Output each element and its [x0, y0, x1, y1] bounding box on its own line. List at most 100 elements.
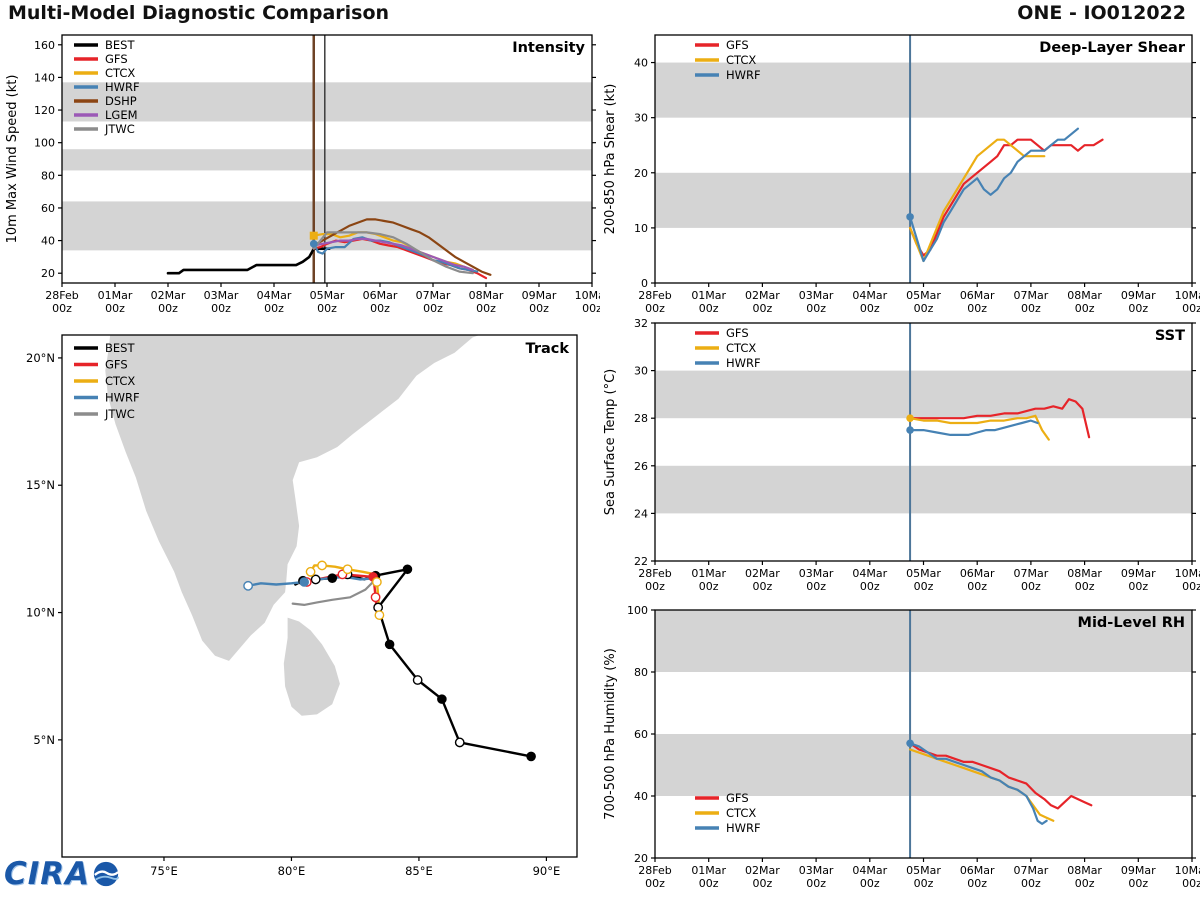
label: 00z	[1075, 302, 1095, 315]
label: 00z	[582, 302, 600, 315]
legend-label-GFS: GFS	[105, 52, 128, 66]
label: 20	[634, 852, 648, 865]
shaded-band	[655, 62, 1192, 118]
label: 00z	[1128, 877, 1148, 890]
series-LGEM	[312, 237, 474, 271]
label: 08Mar	[1067, 289, 1102, 302]
y-axis-title: 10m Max Wind Speed (kt)	[5, 75, 20, 244]
label: 06Mar	[960, 289, 995, 302]
label: 32	[634, 317, 648, 330]
label: 100	[627, 604, 648, 617]
label: 07Mar	[1014, 864, 1049, 877]
mid-level-rh-chart: 28Feb 00z 01Mar 00z 02Mar 00z 03Mar 00z 04Mar 00z…	[600, 598, 1200, 900]
legend-label-CTCX: CTCX	[726, 341, 756, 355]
label: 05Mar	[906, 289, 941, 302]
label: 00z	[211, 302, 231, 315]
track-point-open-CTCX	[371, 577, 382, 587]
series-GFS	[909, 138, 1104, 257]
marker-HWRF	[309, 240, 318, 248]
page-title: Multi-Model Diagnostic Comparison	[8, 2, 390, 24]
label: 00z	[753, 302, 773, 315]
label: 00z	[914, 580, 934, 593]
label: 85°E	[405, 864, 433, 878]
label: 04Mar	[852, 289, 887, 302]
label: 28Feb	[638, 864, 671, 877]
label: 00z	[1182, 580, 1200, 593]
series-GFS	[909, 398, 1091, 439]
track-point-open-CTCX	[342, 564, 353, 575]
series-JTWC	[312, 231, 474, 275]
track-point-filled-BEST	[402, 564, 413, 575]
label: 00z	[645, 302, 665, 315]
label: 40	[634, 57, 648, 70]
label: 00z	[699, 580, 719, 593]
track-svg: 75°E 80°E 85°E 90°E 5°N 10°N 15°N 20°N Track BEST…	[26, 334, 578, 878]
label: 28Feb	[638, 567, 671, 580]
label: 80	[634, 666, 648, 679]
label: 02Mar	[745, 864, 780, 877]
legend-label-GFS: GFS	[726, 38, 749, 52]
series-CTCX	[909, 414, 1050, 441]
legend-label-JTWC: JTWC	[104, 122, 135, 136]
legend-label-BEST: BEST	[105, 38, 135, 52]
label: 15°N	[26, 478, 55, 492]
label: 00z	[1075, 877, 1095, 890]
label: 04Mar	[852, 864, 887, 877]
label: 10°N	[26, 606, 55, 620]
label: 00z	[806, 302, 826, 315]
cira-globe-icon	[94, 861, 120, 887]
label: 40	[41, 235, 55, 248]
track-point-open-GFS	[370, 592, 381, 603]
label: 28Feb	[45, 289, 78, 302]
legend-label-CTCX: CTCX	[105, 66, 135, 80]
label: 00z	[1021, 302, 1041, 315]
label: 00z	[967, 877, 987, 890]
land-polygon	[283, 617, 340, 716]
legend-label-HWRF: HWRF	[105, 391, 140, 405]
label: 60	[41, 202, 55, 215]
label: 01Mar	[691, 289, 726, 302]
legend-label-CTCX: CTCX	[105, 374, 135, 388]
label: 22	[634, 555, 648, 568]
label: 06Mar	[960, 567, 995, 580]
shear-svg: 28Feb00z01Mar00z02Mar00z03Mar00z04Mar00z…	[603, 34, 1200, 315]
track-point-open-CTCX	[317, 560, 327, 571]
rh-svg: 28Feb00z01Mar00z02Mar00z03Mar00z04Mar00z…	[603, 604, 1200, 890]
track-point-open-BEST	[454, 737, 465, 748]
label: 00z	[1021, 877, 1041, 890]
label: 04Mar	[257, 289, 292, 302]
label: 00z	[914, 877, 934, 890]
track-point-filled-BEST	[384, 639, 395, 650]
storm-id: ONE - IO012022	[1017, 2, 1186, 24]
marker-HWRF	[906, 426, 914, 434]
label: 80°E	[278, 864, 306, 878]
label: 40	[634, 790, 648, 803]
label: 00z	[860, 580, 880, 593]
label: 20	[41, 267, 55, 280]
label: 03Mar	[799, 567, 834, 580]
label: 00z	[1128, 302, 1148, 315]
legend-label-HWRF: HWRF	[105, 80, 140, 94]
label: 00z	[753, 580, 773, 593]
label: 06Mar	[363, 289, 398, 302]
label: 02Mar	[151, 289, 186, 302]
y-axis-title: Sea Surface Temp (°C)	[603, 369, 618, 516]
label: 02Mar	[745, 289, 780, 302]
label: 00z	[1075, 580, 1095, 593]
cira-logo: CIRA	[4, 856, 120, 892]
track-point-filled-HWRF	[299, 577, 310, 587]
legend-label-GFS: GFS	[726, 791, 749, 805]
label: 00z	[645, 580, 665, 593]
track-point-filled-BEST	[526, 751, 536, 762]
label: 04Mar	[852, 567, 887, 580]
label: 5°N	[33, 733, 55, 747]
label: 03Mar	[799, 289, 834, 302]
label: 00z	[914, 302, 934, 315]
track-point-open-BEST	[412, 675, 423, 685]
y-axis-title: 200-850 hPa Shear (kt)	[603, 84, 618, 235]
label: 05Mar	[310, 289, 345, 302]
label: 07Mar	[416, 289, 451, 302]
cira-logo-text: CIRA	[4, 856, 91, 892]
track-point-filled-BEST	[327, 573, 338, 583]
